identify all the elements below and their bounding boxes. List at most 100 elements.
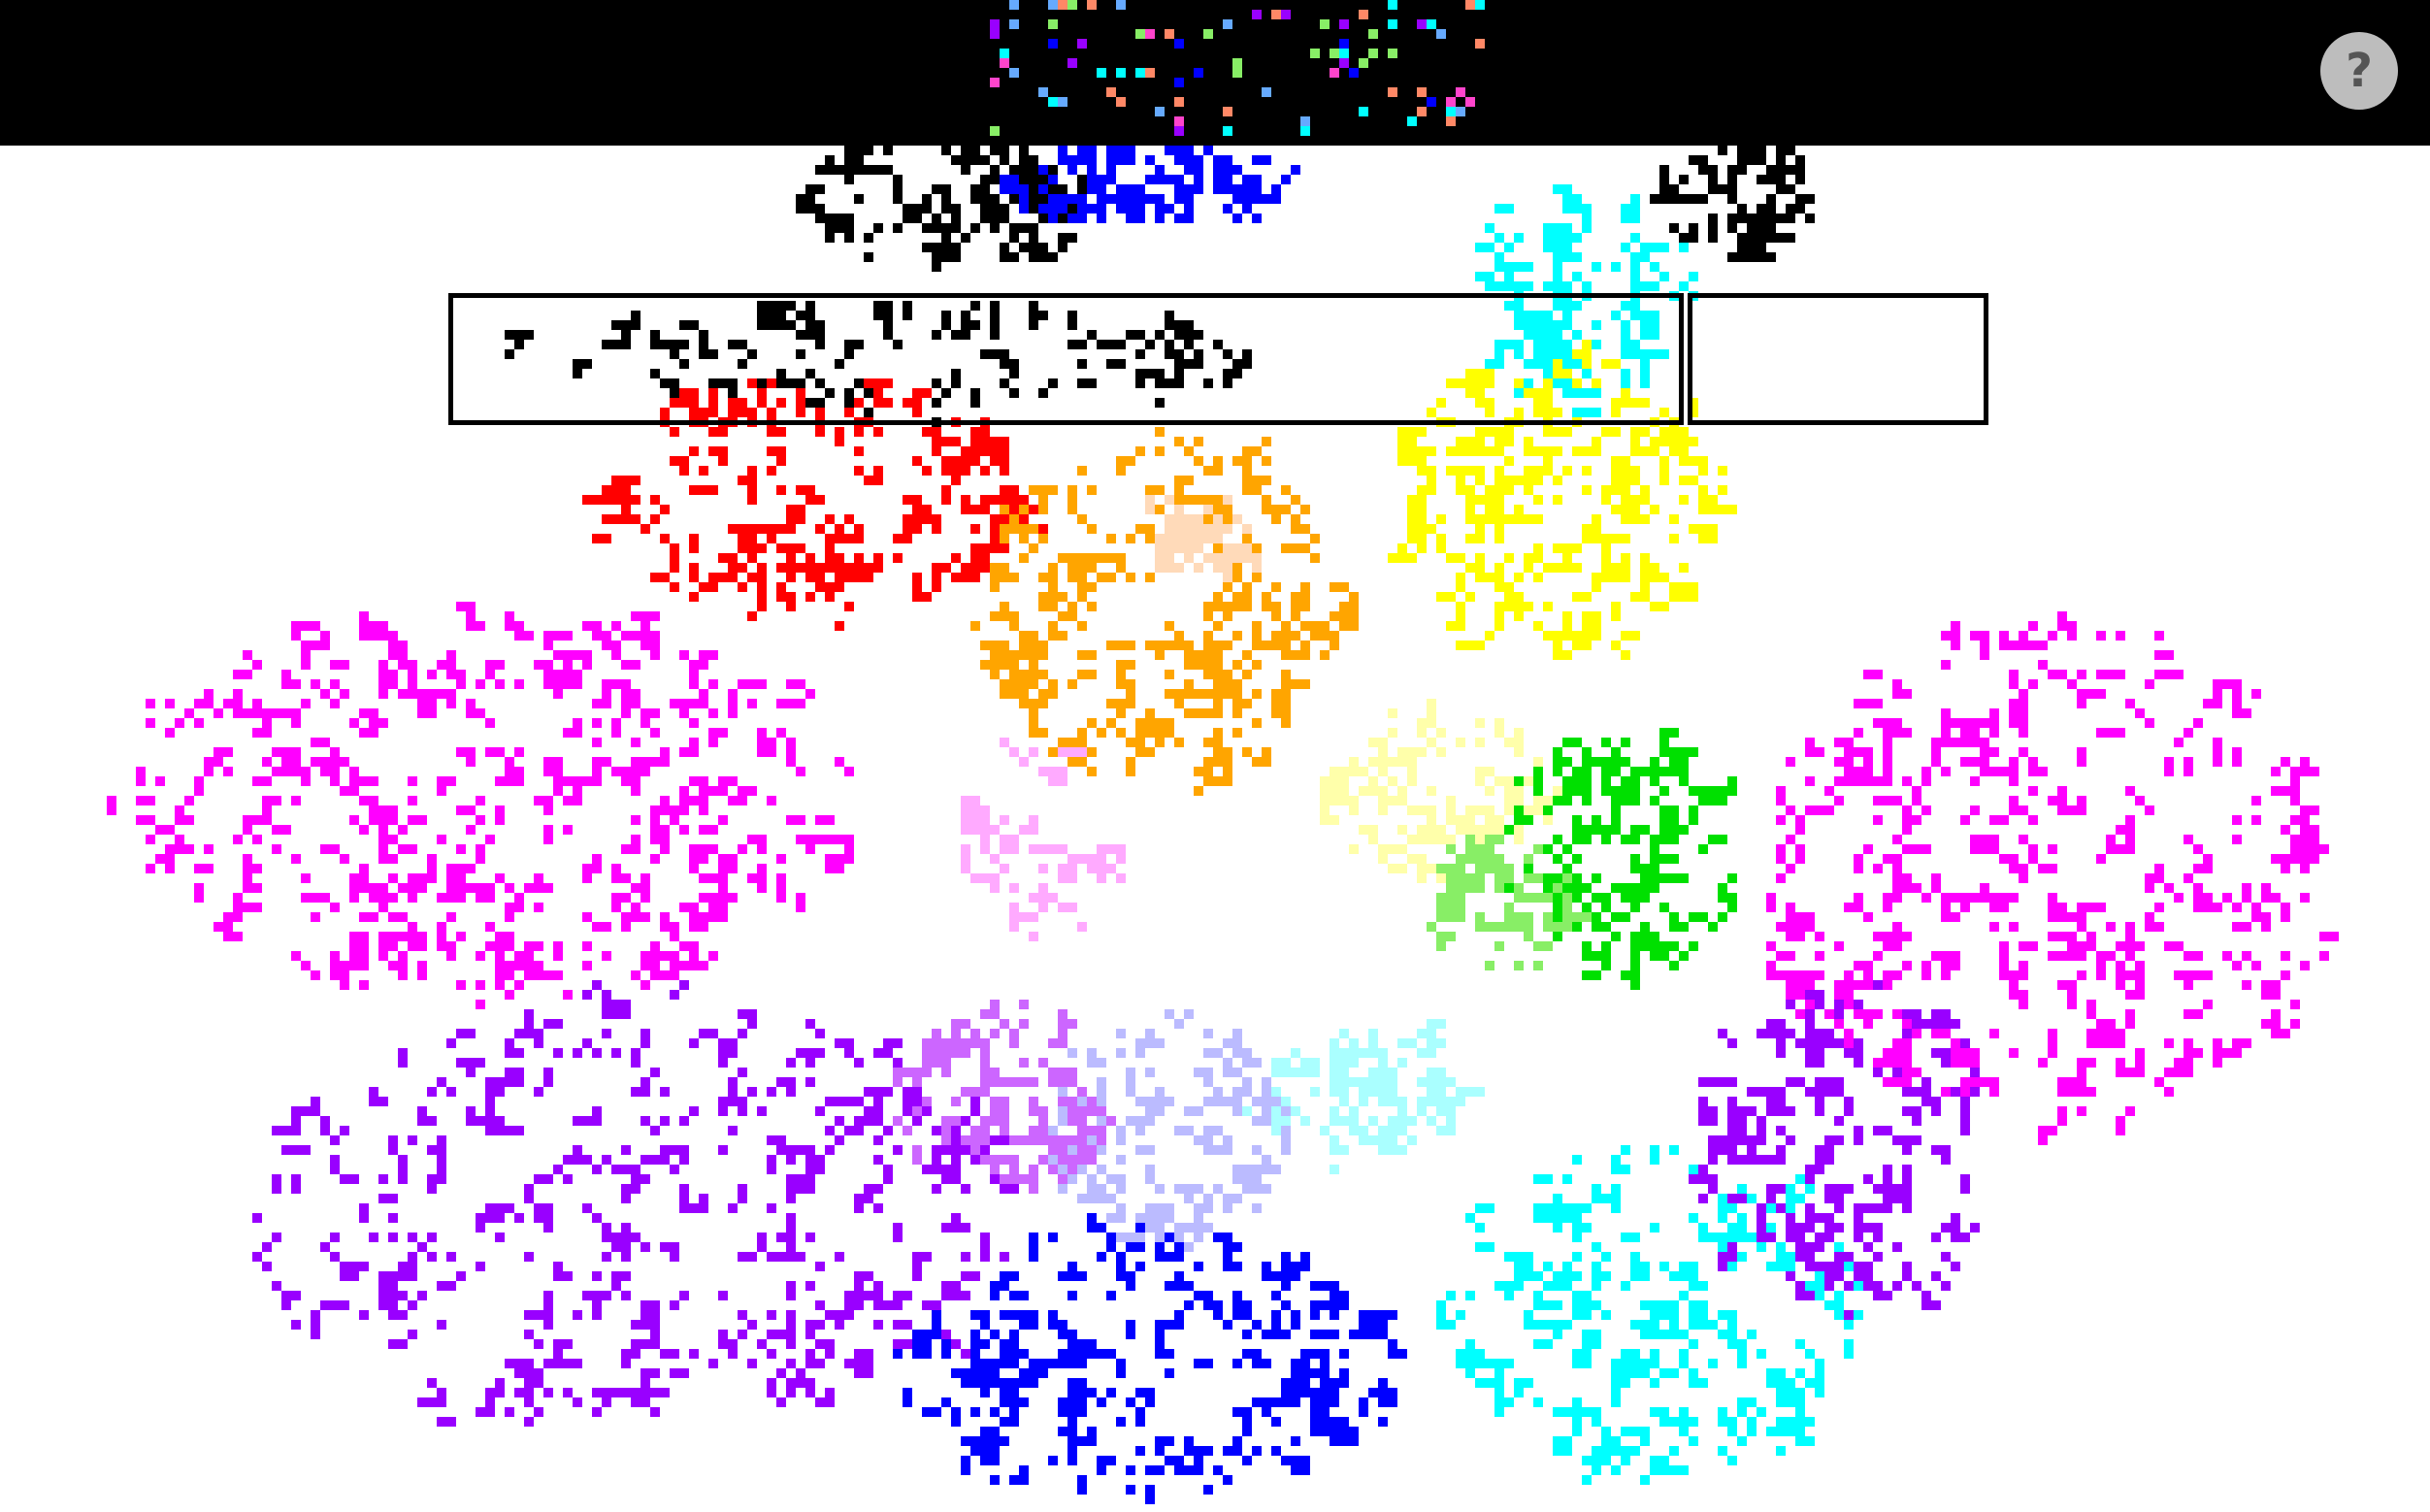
live-cell: [1397, 1058, 1407, 1068]
live-cell: [1232, 553, 1242, 563]
live-cell: [951, 1097, 961, 1106]
live-cell: [1650, 1330, 1659, 1339]
live-cell: [1640, 767, 1650, 776]
live-cell: [1504, 922, 1514, 932]
live-cell: [1630, 825, 1640, 835]
live-cell: [1126, 194, 1135, 204]
live-cell: [640, 524, 650, 534]
live-cell: [1689, 194, 1698, 204]
live-cell: [1232, 369, 1242, 378]
live-cell: [1582, 767, 1592, 776]
live-cell: [1543, 281, 1553, 291]
live-cell: [776, 563, 786, 573]
live-cell: [1116, 641, 1126, 650]
live-cell: [728, 398, 738, 408]
live-cell: [1592, 378, 1601, 388]
live-cell: [1000, 1378, 1009, 1388]
live-cell: [980, 1068, 990, 1077]
live-cell: [650, 495, 660, 505]
live-cell: [980, 660, 990, 670]
live-cell: [1242, 699, 1252, 708]
live-cell: [514, 340, 524, 349]
live-cell: [1572, 1291, 1582, 1300]
live-cell: [1029, 1359, 1038, 1368]
live-cell: [1553, 272, 1562, 281]
live-cell: [1621, 1233, 1630, 1242]
live-cell: [1106, 1174, 1116, 1184]
live-cell: [1611, 912, 1621, 922]
live-cell: [1339, 1097, 1349, 1106]
live-cell: [1572, 1407, 1582, 1417]
live-cell: [1000, 349, 1009, 359]
live-cell: [1126, 155, 1135, 165]
live-cell: [1213, 155, 1223, 165]
live-cell: [961, 495, 970, 505]
live-cell: [1582, 951, 1592, 961]
live-cell: [1174, 146, 1184, 155]
live-cell: [1669, 815, 1679, 825]
live-cell: [932, 1058, 941, 1068]
live-cell: [1184, 514, 1194, 524]
live-cell: [941, 1349, 951, 1359]
live-cell: [932, 398, 941, 408]
live-cell: [1718, 912, 1727, 922]
live-cell: [1339, 796, 1349, 805]
live-cell: [1708, 184, 1718, 194]
live-cell: [1000, 1155, 1009, 1165]
live-cell: [1427, 408, 1436, 417]
live-cell: [786, 543, 796, 553]
live-cell: [1368, 1310, 1378, 1320]
live-cell: [1067, 1407, 1077, 1417]
live-cell: [1048, 592, 1058, 602]
live-cell: [1475, 466, 1485, 476]
live-cell: [1514, 408, 1524, 417]
live-cell: [1349, 1077, 1359, 1087]
live-cell: [1582, 1456, 1592, 1465]
live-cell: [747, 534, 757, 543]
live-cell: [1475, 524, 1485, 534]
live-cell: [932, 582, 941, 592]
live-cell: [1174, 155, 1184, 165]
live-cell: [1126, 689, 1135, 699]
live-cell: [1572, 912, 1582, 922]
live-cell: [932, 1330, 941, 1339]
live-cell: [1727, 786, 1737, 796]
live-cell: [1446, 912, 1456, 922]
live-cell: [854, 340, 864, 349]
live-cell: [1689, 1368, 1698, 1378]
live-cell: [1397, 456, 1407, 466]
live-cell: [1194, 175, 1203, 184]
live-cell: [1427, 786, 1436, 796]
live-cell: [689, 408, 699, 417]
live-cell: [1087, 1339, 1097, 1349]
live-cell: [1659, 427, 1669, 437]
live-cell: [1582, 825, 1592, 835]
live-cell: [1465, 534, 1475, 543]
live-cell: [1630, 631, 1640, 641]
live-cell: [932, 1320, 941, 1330]
live-cell: [747, 378, 757, 388]
live-cell: [1494, 573, 1504, 582]
live-cell: [1456, 873, 1465, 883]
live-cell: [1262, 476, 1271, 485]
live-cell: [1223, 369, 1232, 378]
live-cell: [1262, 1271, 1271, 1281]
live-cell: [1145, 155, 1155, 165]
live-cell: [1475, 1349, 1485, 1359]
live-cell: [1077, 184, 1087, 194]
live-cell: [980, 1155, 990, 1165]
live-cell: [1582, 1203, 1592, 1213]
live-cell: [1640, 427, 1650, 437]
live-cell: [1718, 1233, 1727, 1242]
live-cell: [1184, 184, 1194, 194]
live-cell: [1291, 543, 1300, 553]
live-cell: [1087, 1388, 1097, 1397]
live-cell: [1300, 1116, 1310, 1126]
live-cell: [1155, 534, 1165, 543]
live-cell: [1679, 1349, 1689, 1359]
live-cell: [1611, 1194, 1621, 1203]
live-cell: [1213, 165, 1223, 175]
live-cell: [873, 378, 883, 388]
